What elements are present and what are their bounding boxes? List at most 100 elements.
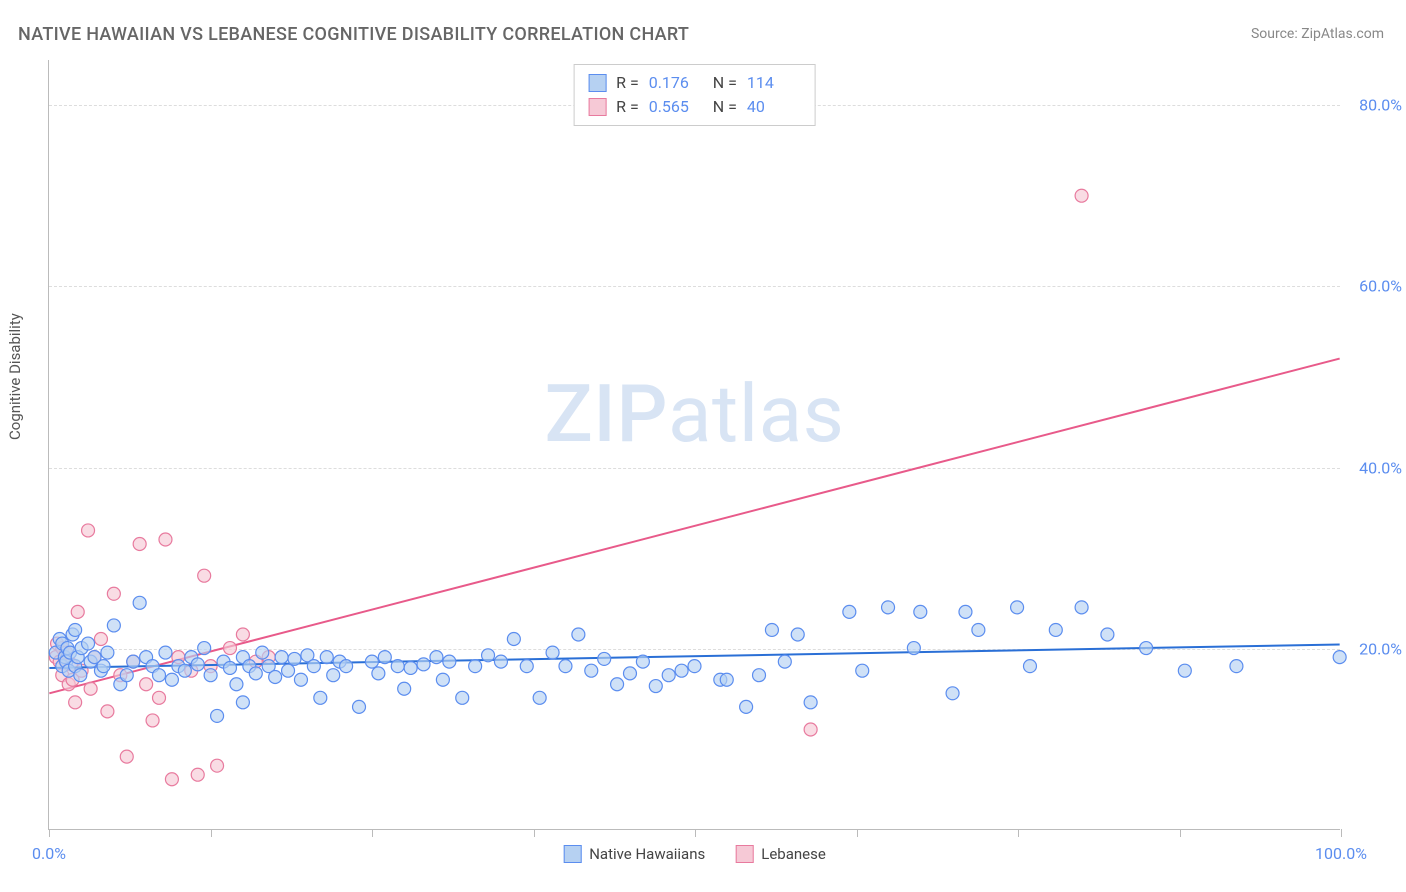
point-hawaiian (120, 669, 133, 682)
point-hawaiian (269, 671, 282, 684)
x-tick-label: 100.0% (1315, 844, 1367, 863)
point-hawaiian (365, 655, 378, 668)
legend-label-lebanese: Lebanese (761, 845, 826, 863)
point-hawaiian (417, 658, 430, 671)
point-hawaiian (946, 687, 959, 700)
point-hawaiian (159, 646, 172, 659)
legend-item-hawaiian: Native Hawaiians (563, 845, 705, 863)
swatch-hawaiian (563, 845, 581, 863)
legend-item-lebanese: Lebanese (735, 845, 826, 863)
point-lebanese (191, 768, 204, 781)
point-hawaiian (1333, 651, 1346, 664)
point-hawaiian (1023, 660, 1036, 673)
point-hawaiian (211, 709, 224, 722)
x-tick (1018, 829, 1019, 837)
point-hawaiian (753, 669, 766, 682)
x-tick (49, 829, 50, 837)
point-hawaiian (353, 700, 366, 713)
y-tick-label: 20.0% (1359, 639, 1402, 658)
point-lebanese (84, 682, 97, 695)
point-hawaiian (688, 660, 701, 673)
point-hawaiian (430, 651, 443, 664)
point-hawaiian (1230, 660, 1243, 673)
point-hawaiian (191, 658, 204, 671)
point-hawaiian (585, 664, 598, 677)
x-tick (1341, 829, 1342, 837)
point-hawaiian (398, 682, 411, 695)
point-hawaiian (153, 669, 166, 682)
point-hawaiian (133, 596, 146, 609)
point-hawaiian (256, 646, 269, 659)
x-tick-label: 0.0% (32, 844, 66, 863)
point-hawaiian (804, 696, 817, 709)
point-lebanese (165, 773, 178, 786)
point-lebanese (71, 605, 84, 618)
source-attribution: Source: ZipAtlas.com (1251, 26, 1384, 42)
point-hawaiian (559, 660, 572, 673)
point-hawaiian (469, 660, 482, 673)
point-hawaiian (74, 669, 87, 682)
point-hawaiian (165, 673, 178, 686)
point-hawaiian (404, 661, 417, 674)
point-lebanese (1075, 189, 1088, 202)
x-tick (372, 829, 373, 837)
point-hawaiian (456, 691, 469, 704)
point-hawaiian (507, 633, 520, 646)
point-lebanese (94, 633, 107, 646)
chart-title: NATIVE HAWAIIAN VS LEBANESE COGNITIVE DI… (18, 24, 689, 45)
x-tick (1180, 829, 1181, 837)
y-tick-label: 60.0% (1359, 277, 1402, 296)
point-hawaiian (546, 646, 559, 659)
point-hawaiian (533, 691, 546, 704)
point-lebanese (101, 705, 114, 718)
point-lebanese (120, 750, 133, 763)
point-hawaiian (288, 652, 301, 665)
point-lebanese (211, 759, 224, 772)
point-lebanese (236, 628, 249, 641)
point-hawaiian (907, 642, 920, 655)
point-lebanese (146, 714, 159, 727)
point-hawaiian (320, 651, 333, 664)
point-hawaiian (198, 642, 211, 655)
point-hawaiian (1011, 601, 1024, 614)
point-lebanese (69, 696, 82, 709)
point-hawaiian (1075, 601, 1088, 614)
point-hawaiian (520, 660, 533, 673)
point-hawaiian (720, 673, 733, 686)
point-hawaiian (482, 649, 495, 662)
point-hawaiian (82, 637, 95, 650)
point-hawaiian (443, 655, 456, 668)
point-hawaiian (959, 605, 972, 618)
point-hawaiian (972, 623, 985, 636)
point-hawaiian (1140, 642, 1153, 655)
point-lebanese (804, 723, 817, 736)
point-lebanese (223, 642, 236, 655)
point-hawaiian (340, 660, 353, 673)
point-hawaiian (294, 673, 307, 686)
point-hawaiian (649, 680, 662, 693)
point-hawaiian (391, 660, 404, 673)
y-tick-label: 40.0% (1359, 458, 1402, 477)
point-hawaiian (282, 664, 295, 677)
point-hawaiian (494, 655, 507, 668)
point-hawaiian (1049, 623, 1062, 636)
point-hawaiian (249, 667, 262, 680)
point-hawaiian (97, 660, 110, 673)
point-lebanese (82, 524, 95, 537)
point-lebanese (153, 691, 166, 704)
point-hawaiian (1178, 664, 1191, 677)
x-tick (695, 829, 696, 837)
point-hawaiian (127, 655, 140, 668)
point-hawaiian (791, 628, 804, 641)
point-hawaiian (843, 605, 856, 618)
point-hawaiian (223, 661, 236, 674)
point-hawaiian (107, 619, 120, 632)
point-hawaiian (675, 664, 688, 677)
point-hawaiian (178, 664, 191, 677)
y-tick-label: 80.0% (1359, 96, 1402, 115)
point-hawaiian (327, 669, 340, 682)
point-hawaiian (662, 669, 675, 682)
point-hawaiian (236, 696, 249, 709)
point-hawaiian (275, 651, 288, 664)
point-hawaiian (740, 700, 753, 713)
